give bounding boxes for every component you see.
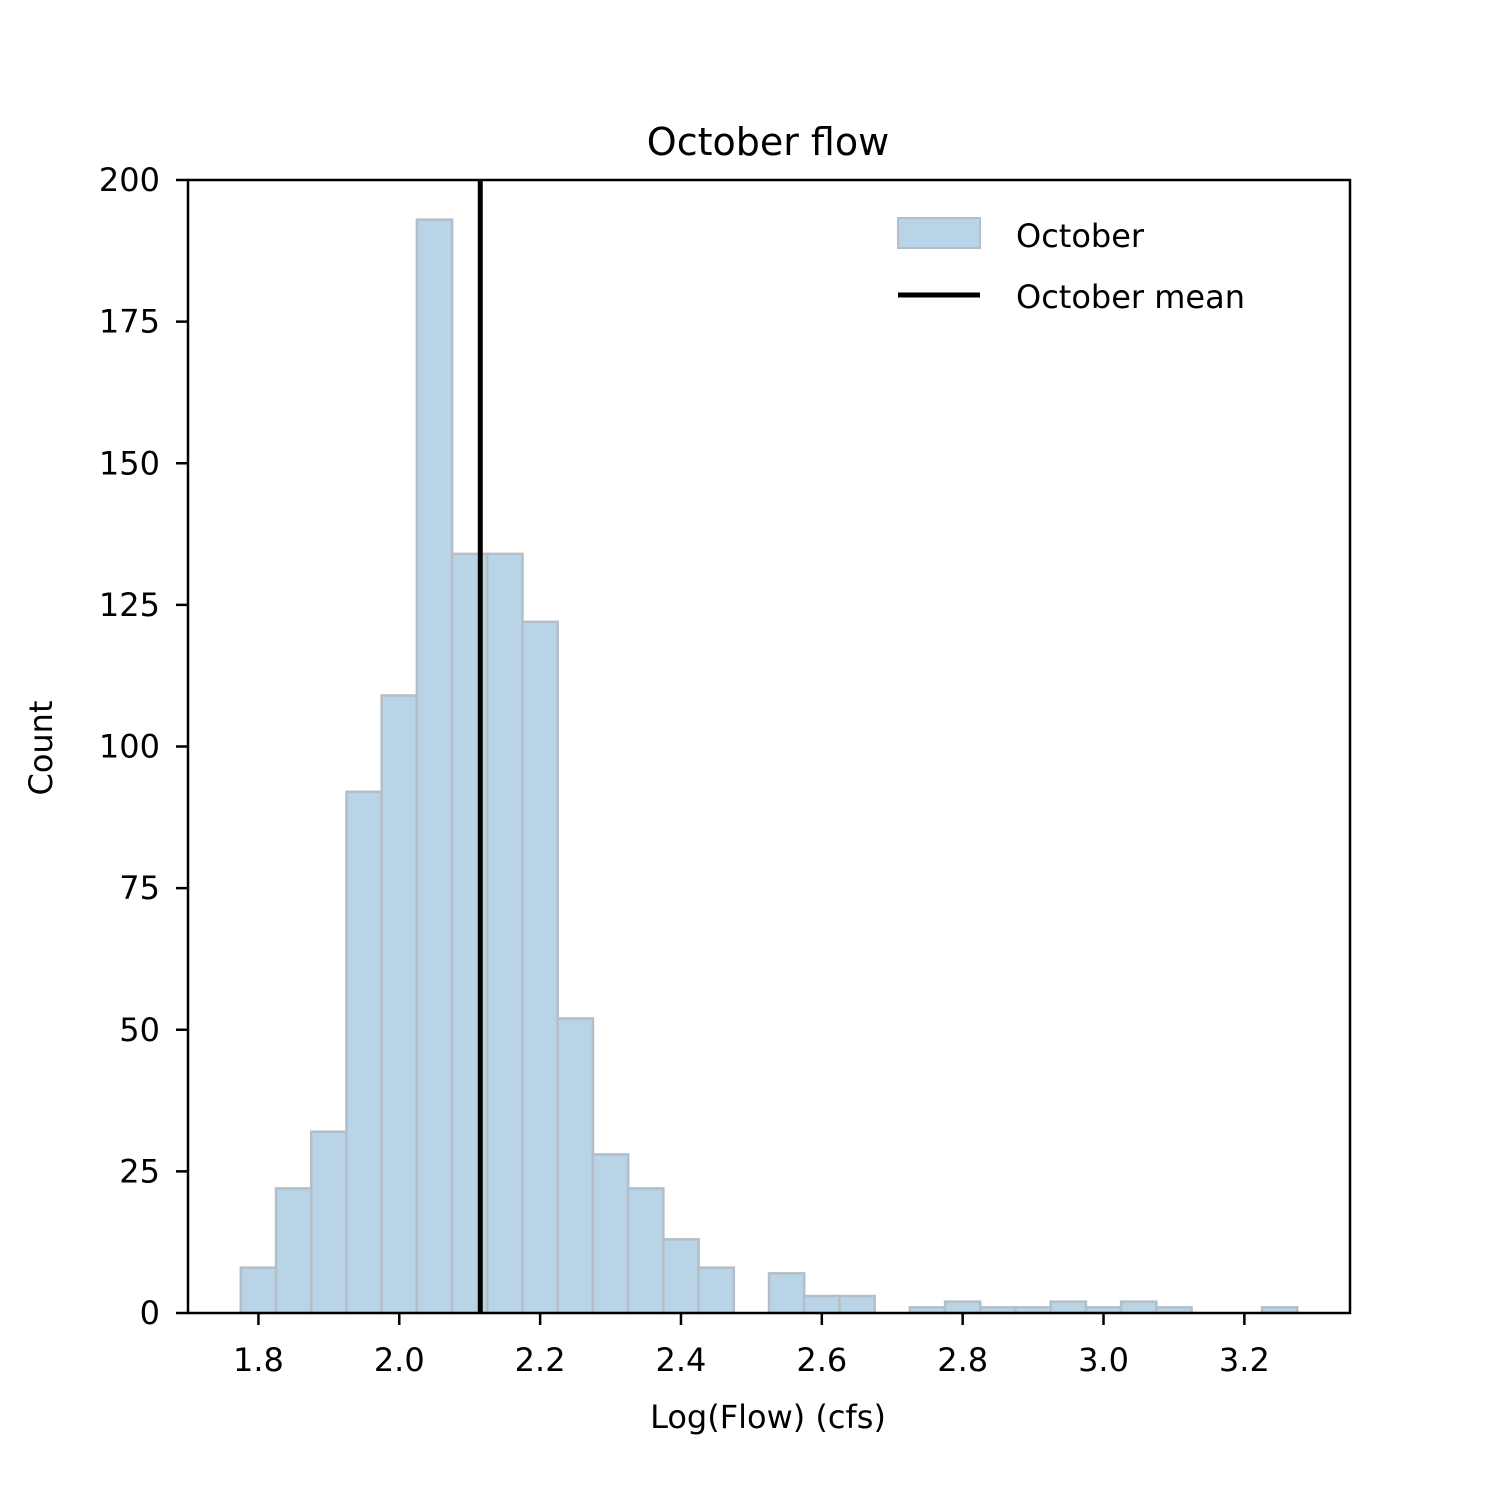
histogram-bar <box>1119 1300 1158 1315</box>
histogram-bar <box>486 552 524 1315</box>
y-tick-label: 0 <box>140 1294 160 1332</box>
x-tick-label: 1.8 <box>233 1341 284 1379</box>
histogram-bar <box>274 1187 313 1315</box>
legend-swatch-october <box>897 217 981 249</box>
histogram-bar <box>802 1294 841 1315</box>
histogram-bar <box>943 1300 982 1315</box>
y-tick-label: 125 <box>99 586 160 624</box>
chart-title: October flow <box>647 120 889 164</box>
y-tick-label: 100 <box>99 728 160 766</box>
x-tick-label: 2.6 <box>796 1341 847 1379</box>
histogram-bar <box>239 1266 278 1315</box>
legend-label-october: October <box>1016 217 1145 255</box>
y-axis-ticks: 0 25 50 75 100 125 150 175 200 <box>99 161 188 1332</box>
x-tick-label: 2.0 <box>374 1341 425 1379</box>
histogram-bar <box>309 1130 348 1315</box>
x-tick-label: 2.8 <box>937 1341 988 1379</box>
x-tick-label: 3.0 <box>1078 1341 1129 1379</box>
legend-label-october-mean: October mean <box>1016 278 1245 316</box>
histogram-bar <box>767 1272 806 1315</box>
histogram-bar <box>1049 1300 1088 1315</box>
y-axis-label: Count <box>22 700 60 795</box>
histogram-bar <box>380 694 419 1315</box>
histogram-bar <box>662 1238 700 1315</box>
legend: October October mean <box>897 217 1245 316</box>
x-tick-label: 3.2 <box>1219 1341 1270 1379</box>
y-tick-label: 200 <box>99 161 160 199</box>
histogram-bar <box>556 1017 595 1315</box>
x-tick-label: 2.2 <box>515 1341 566 1379</box>
x-axis-ticks: 1.8 2.0 2.2 2.4 2.6 2.8 3.0 3.2 <box>233 1313 1270 1379</box>
histogram-bar <box>697 1266 736 1315</box>
histogram-bar <box>415 218 454 1315</box>
histogram-bar <box>591 1153 630 1315</box>
y-tick-label: 150 <box>99 444 160 482</box>
y-tick-label: 75 <box>119 869 160 907</box>
histogram-bar <box>838 1294 876 1315</box>
histogram-bar <box>521 620 559 1315</box>
histogram-bar <box>345 790 383 1315</box>
x-axis-label: Log(Flow) (cfs) <box>650 1398 886 1436</box>
histogram-bars <box>239 218 1299 1315</box>
x-tick-label: 2.4 <box>656 1341 707 1379</box>
y-tick-label: 25 <box>119 1152 160 1190</box>
histogram-bar <box>626 1187 665 1315</box>
y-tick-label: 50 <box>119 1011 160 1049</box>
y-tick-label: 175 <box>99 303 160 341</box>
